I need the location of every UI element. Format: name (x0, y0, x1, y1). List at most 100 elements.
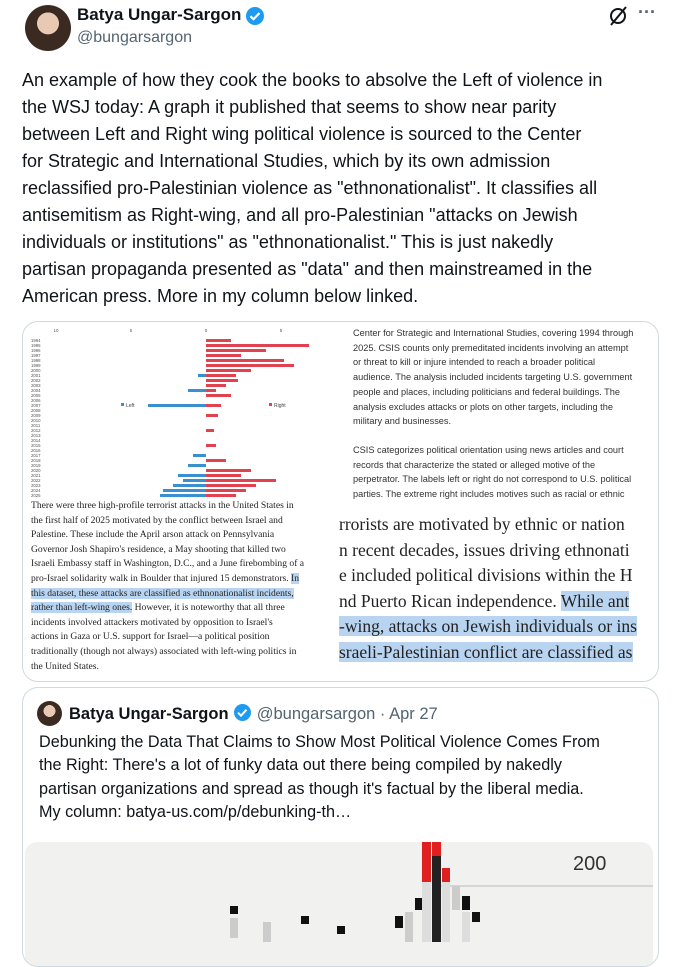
quoted-tweet[interactable]: Batya Ungar-Sargon @bungarsargon · Apr 2… (22, 687, 659, 967)
caption-line: incidents involved attackers motivated b… (31, 616, 273, 628)
zoom-line: e included political divisions within th… (339, 565, 633, 586)
note-line: parties. The extreme right includes moti… (353, 489, 625, 500)
highlighted-text: rather than left-wing ones. (31, 602, 133, 614)
year-label: 2013 (31, 433, 41, 438)
year-label: 2014 (31, 438, 41, 443)
tweet-line: antisemitism as Right-wing, and all pro-… (22, 205, 578, 225)
year-label: 1998 (31, 358, 41, 363)
axis-label: 10 (53, 328, 59, 333)
year-label: 2008 (31, 408, 41, 413)
note-line: or threat to kill or injure intended to … (353, 357, 596, 368)
year-label: 2019 (31, 463, 41, 468)
axis-label: 5 (130, 328, 133, 333)
quote-date: Apr 27 (389, 705, 438, 723)
axis-label: 0 (205, 328, 208, 333)
caption-line: Governor Josh Shapiro's residence, a May… (31, 543, 286, 555)
year-label: 2016 (31, 448, 41, 453)
verified-badge (246, 7, 264, 25)
year-label: 2011 (31, 423, 41, 428)
note-line: perpetrator. The labels left or right do… (353, 474, 632, 485)
year-label: 2012 (31, 428, 41, 433)
year-label: 1997 (31, 353, 41, 358)
zoom-line: rrorists are motivated by ethnic or nati… (339, 514, 625, 534)
tweet-line: American press. More in my column below … (22, 286, 419, 306)
zoom-line: -wing, attacks on Jewish individuals or … (339, 614, 637, 640)
more-icon[interactable]: ··· (638, 2, 656, 22)
year-label: 1994 (31, 338, 41, 343)
year-label: 1996 (31, 348, 41, 353)
note-line: 2025. CSIS counts only premeditated inci… (353, 342, 629, 353)
note-line: audience. The analysis included incident… (353, 372, 633, 383)
year-label: 2007 (31, 403, 41, 408)
year-label: 2006 (31, 398, 41, 403)
year-label: 2004 (31, 388, 41, 393)
quote-header: Batya Ungar-Sargon @bungarsargon · Apr 2… (69, 703, 438, 724)
caption-line: actions in Gaza or U.S. support for Isra… (31, 631, 270, 643)
legend-label: Right (274, 403, 286, 409)
year-label: 2018 (31, 458, 41, 463)
year-label: 2015 (31, 443, 41, 448)
quote-media: 200 (25, 842, 653, 966)
quote-line: partisan organizations and spread as tho… (39, 779, 584, 798)
text-span: pro-Israel solidarity walk in Boulder th… (31, 573, 292, 584)
tweet-line: An example of how they cook the books to… (22, 70, 603, 90)
highlighted-text: While ant (560, 590, 630, 611)
quote-avatar (37, 701, 62, 726)
note-line: military and businesses. (353, 416, 452, 427)
highlighted-text: In (291, 573, 300, 584)
caption-line: rather than left-wing ones. However, it … (31, 601, 285, 616)
highlighted-text: -wing, attacks on Jewish individuals or … (339, 616, 637, 637)
year-label: 2024 (31, 488, 41, 493)
legend-swatch (121, 403, 124, 406)
tweet-line: partisan propaganda presented as "data" … (22, 259, 593, 279)
year-label: 2009 (31, 413, 41, 418)
year-label: 2003 (31, 383, 41, 388)
tweet-line: for Strategic and International Studies,… (22, 151, 551, 171)
verified-badge (234, 704, 252, 721)
year-label: 2021 (31, 473, 41, 478)
text-span: However, it is noteworthy that all three (132, 602, 285, 614)
caption-line: There were three high-profile terrorist … (31, 500, 294, 511)
caption-line: the first half of 2025 motivated by the … (31, 514, 283, 526)
author-handle[interactable]: @bungarsargon (77, 29, 192, 46)
tweet-line: the WSJ today: A graph it published that… (22, 97, 557, 117)
chart-label: 200 (573, 853, 606, 875)
quote-author-handle: @bungarsargon (256, 705, 376, 723)
bars (230, 842, 480, 942)
note-line: Center for Strategic and International S… (353, 328, 634, 338)
note-line: records that characterize the stated or … (353, 459, 596, 470)
zoom-line: sraeli-Palestinian conflict are classifi… (339, 640, 633, 666)
quote-chart: 200 (230, 842, 653, 942)
year-label: 2017 (31, 453, 41, 458)
caption-line: the United States. (31, 660, 99, 672)
highlighted-text: this dataset, these attacks are classifi… (31, 587, 294, 599)
legend-swatch (269, 403, 272, 406)
year-label: 2000 (31, 368, 41, 373)
zoom-line: nd Puerto Rican independence. While ant (339, 589, 630, 615)
year-label: 2001 (31, 373, 41, 378)
legend-label: Left (126, 403, 135, 409)
highlighted-text: sraeli-Palestinian conflict are classifi… (339, 642, 633, 662)
year-label: 2025 (31, 493, 41, 498)
quote-line: the Right: There's a lot of funky data o… (39, 756, 562, 775)
tweet-line: individuals or institutions" as "ethnona… (22, 232, 554, 252)
tweet-line: reclassified pro-Palestinian violence as… (22, 178, 598, 198)
text-span: nd Puerto Rican independence. (339, 590, 561, 611)
tweet-line: between Left and Right wing political vi… (22, 124, 582, 144)
year-label: 1999 (31, 363, 41, 368)
caption-line: this dataset, these attacks are classifi… (31, 587, 294, 602)
avatar[interactable] (25, 5, 71, 51)
year-label: 2020 (31, 468, 41, 473)
grok-icon[interactable] (607, 4, 631, 28)
quote-separator: · (379, 705, 386, 723)
embedded-chart: 10 5 0 519941995199619971998199920002001200… (31, 328, 309, 498)
year-label: 2005 (31, 393, 41, 398)
year-label: 2002 (31, 378, 41, 383)
author-name[interactable]: Batya Ungar-Sargon (77, 5, 242, 24)
quote-line: Debunking the Data That Claims to Show M… (39, 733, 600, 751)
year-label: 2010 (31, 418, 41, 423)
caption-line: traditionally (though not always) associ… (31, 646, 297, 657)
media[interactable]: 10 5 0 5 1994 1995 1996 1997 1998 1999 2000 2001 200… (22, 321, 659, 682)
note-line: analysis excludes attacks or plots on ot… (353, 401, 613, 412)
caption-line: Israeli Embassy staff in Washington, D.C… (31, 558, 305, 570)
